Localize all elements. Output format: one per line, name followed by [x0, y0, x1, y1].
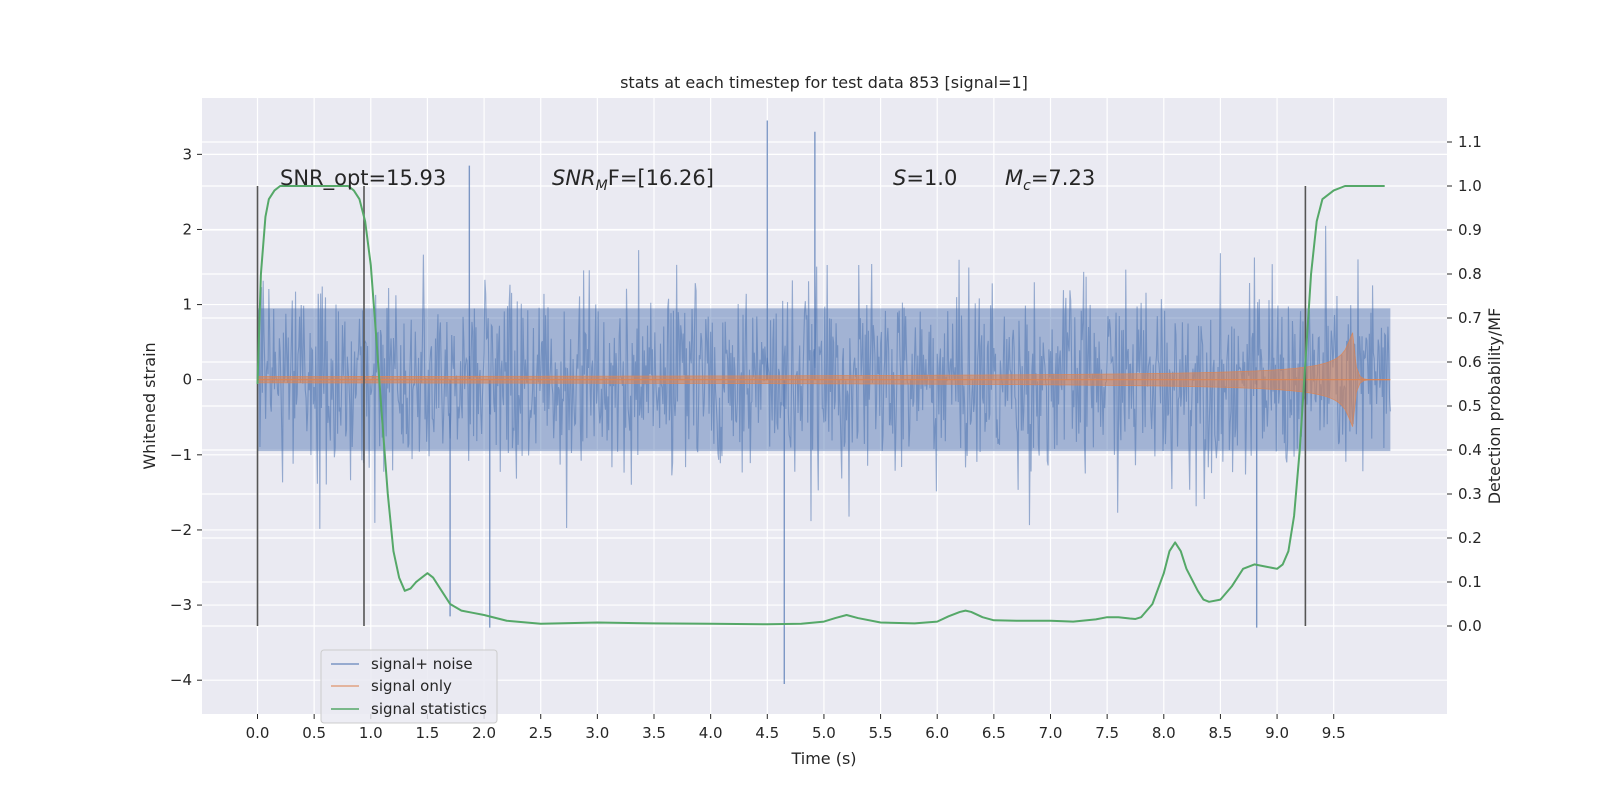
x-tick-label: 1.5: [416, 724, 440, 742]
annotation-s-var: S: [893, 166, 906, 190]
x-tick-label: 8.5: [1209, 724, 1233, 742]
x-tick-label: 2.0: [472, 724, 496, 742]
y-tick-label: 0: [182, 371, 192, 389]
legend-label-signal-noise: signal+ noise: [371, 655, 473, 673]
annotation-mc-sub: c: [1023, 178, 1031, 194]
y-right-tick-label: 0.5: [1458, 397, 1482, 415]
y-tick-label: −4: [170, 671, 192, 689]
x-tick-label: 9.0: [1265, 724, 1289, 742]
y-right-tick-label: 1.0: [1458, 177, 1482, 195]
annotation-s: S=1.0: [893, 166, 957, 190]
x-tick-label: 6.5: [982, 724, 1006, 742]
noise-trace: [256, 225, 1391, 529]
x-tick-label: 0.5: [302, 724, 326, 742]
y-right-tick-label: 0.1: [1458, 573, 1482, 591]
y-tick-label: −2: [170, 521, 192, 539]
y-right-tick-label: 0.0: [1458, 617, 1482, 635]
x-tick-label: 4.5: [755, 724, 779, 742]
x-tick-label: 0.0: [246, 724, 270, 742]
y-right-tick-label: 1.1: [1458, 133, 1482, 151]
annotation-snr-mf: SNRMF=[16.26]: [552, 166, 714, 194]
x-tick-label: 3.5: [642, 724, 666, 742]
y-right-tick-label: 0.6: [1458, 353, 1482, 371]
y-tick-label: 1: [182, 296, 192, 314]
x-tick-label: 1.0: [359, 724, 383, 742]
y-axis-ticks: −4 −3 −2 −1 0 1 2 3: [170, 145, 202, 689]
x-tick-label: 9.5: [1322, 724, 1346, 742]
annotation-snr-mf-sub: M: [596, 178, 608, 194]
y-axis-label: Whitened strain: [140, 342, 159, 469]
legend-box: [320, 649, 498, 724]
y-right-axis-label: Detection probability/MF: [1485, 308, 1504, 505]
vertical-markers: [256, 186, 1307, 626]
annotation-mc: Mc=7.23: [1005, 166, 1095, 194]
chart-title: stats at each timestep for test data 853…: [620, 73, 1028, 92]
x-tick-label: 7.5: [1095, 724, 1119, 742]
y-right-tick-label: 0.7: [1458, 309, 1482, 327]
y-tick-label: −1: [170, 446, 192, 464]
y-right-axis-ticks: 0.0 0.1 0.2 0.3 0.4 0.5 0.6 0.7 0.8 0.9 1.0 1.1: [1447, 133, 1482, 635]
y-right-tick-label: 0.3: [1458, 485, 1482, 503]
annotation-snr-mf-rest: F=[16.26]: [608, 166, 714, 190]
x-axis-label: Time (s): [790, 749, 856, 768]
x-tick-label: 4.0: [699, 724, 723, 742]
legend-label-signal-only: signal only: [371, 677, 452, 695]
x-tick-label: 2.5: [529, 724, 553, 742]
legend: signal+ noise signal only signal statist…: [320, 649, 498, 724]
x-tick-label: 3.0: [585, 724, 609, 742]
series-signal-statistics: [256, 185, 1385, 626]
y-right-tick-label: 0.2: [1458, 529, 1482, 547]
annotation-mc-rest: =7.23: [1031, 166, 1095, 190]
annotation-snr-mf-main: SNR: [552, 166, 596, 190]
x-tick-label: 8.0: [1152, 724, 1176, 742]
x-tick-label: 5.5: [869, 724, 893, 742]
series-signal-only: [257, 332, 1391, 427]
y-right-tick-label: 0.9: [1458, 221, 1482, 239]
y-tick-label: 2: [182, 220, 192, 238]
y-right-tick-label: 0.8: [1458, 265, 1482, 283]
statistics-line: [256, 185, 1385, 626]
annotation-mc-var: M: [1005, 166, 1023, 190]
annotation-snr-opt: SNR_opt=15.93: [280, 166, 446, 191]
y-right-tick-label: 0.4: [1458, 441, 1482, 459]
legend-label-signal-statistics: signal statistics: [371, 700, 487, 718]
annotation-s-rest: =1.0: [906, 166, 957, 190]
y-tick-label: −3: [170, 596, 192, 614]
x-tick-label: 5.0: [812, 724, 836, 742]
x-axis-ticks: 0.0 0.5 1.0 1.5 2.0 2.5 3.0 3.5 4.0 4.5 5.0 5.5 6.0 6…: [246, 714, 1346, 742]
x-tick-label: 7.0: [1039, 724, 1063, 742]
x-tick-label: 6.0: [925, 724, 949, 742]
y-tick-label: 3: [182, 145, 192, 163]
